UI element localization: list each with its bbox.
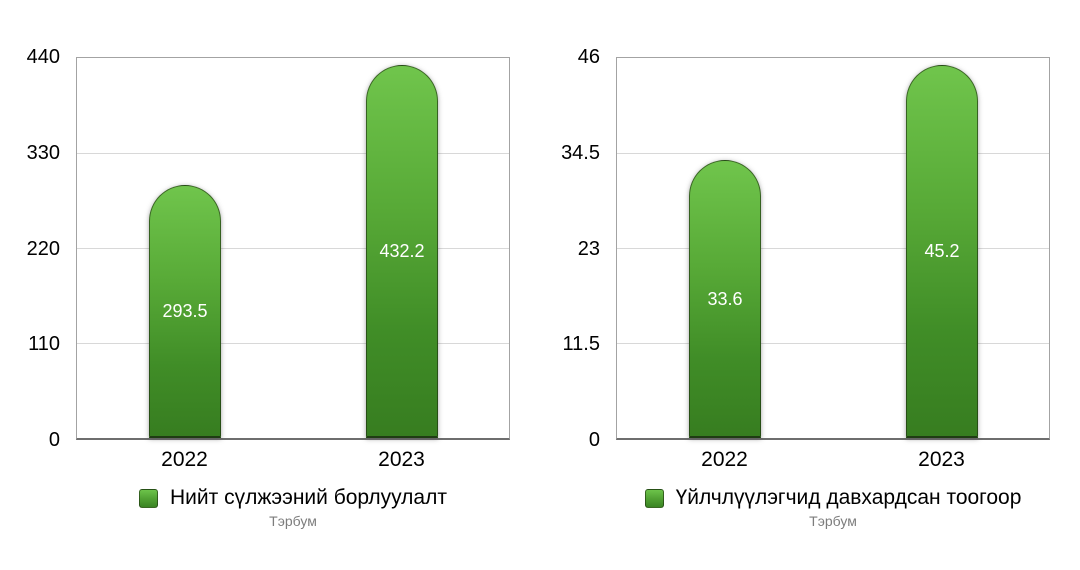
bar-value-label: 293.5 [162,300,208,321]
x-tick-label: 2023 [378,448,425,471]
y-tick-label: 0 [48,429,60,451]
legend-swatch-icon [139,488,159,508]
bar-2023: 45.2 [906,64,978,438]
legend-label: Үйлчлүүлэгчид давхардсан тоогоор [675,486,1022,509]
bar-value-label: 45.2 [924,240,960,261]
plot-area: 293.5 432.2 [76,57,510,440]
unit-note: Тэрбум [809,513,857,529]
y-tick-label: 330 [26,141,60,164]
gridline [77,248,509,249]
x-tick-label: 2022 [161,448,208,471]
x-tick-label: 2022 [701,448,748,471]
x-axis-right: 2022 2023 [616,447,1050,473]
bar-2023: 432.2 [366,64,438,438]
y-tick-label: 0 [588,429,600,451]
x-axis-left: 2022 2023 [76,447,510,473]
legend-right: Үйлчлүүлэгчид давхардсан тоогоор [616,486,1050,510]
bar-value-label: 432.2 [379,240,425,261]
legend-swatch-icon [644,488,664,508]
legend-left: Нийт сүлжээний борлуулалт [76,486,510,510]
x-tick-label: 2023 [918,448,965,471]
legend-label: Нийт сүлжээний борлуулалт [170,486,447,509]
y-tick-label: 440 [26,46,60,68]
y-axis-right: 46 34.5 23 11.5 0 [540,46,600,451]
y-tick-label: 34.5 [561,141,600,164]
gridline [617,343,1049,344]
bar-value-label: 33.6 [707,288,743,309]
y-tick-label: 220 [26,237,60,260]
y-tick-label: 23 [577,237,600,260]
y-tick-label: 11.5 [562,333,600,356]
y-axis-left: 440 330 220 110 0 [0,46,60,451]
gridline [617,248,1049,249]
gridline [617,153,1049,154]
gridline [77,153,509,154]
y-tick-label: 46 [577,46,600,68]
chart-total-network-sales: 440 330 220 110 0 293.5 432.2 2022 2023 … [0,46,510,529]
plot-area: 33.6 45.2 [616,57,1050,440]
y-tick-label: 110 [28,333,60,356]
bar-2022: 33.6 [689,160,761,438]
chart-customers-duplicated-count: 46 34.5 23 11.5 0 33.6 45.2 2022 2023 Үй… [540,0,1080,570]
bar-2022: 293.5 [149,184,221,438]
gridline [77,343,509,344]
unit-note: Тэрбум [269,513,317,529]
